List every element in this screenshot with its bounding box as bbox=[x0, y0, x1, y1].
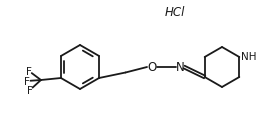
Text: O: O bbox=[147, 61, 157, 74]
Text: F: F bbox=[24, 76, 30, 86]
Text: N: N bbox=[176, 61, 184, 74]
Text: F: F bbox=[26, 66, 32, 76]
Text: NH: NH bbox=[241, 52, 257, 61]
Text: HCl: HCl bbox=[165, 6, 185, 19]
Text: F: F bbox=[27, 85, 33, 95]
